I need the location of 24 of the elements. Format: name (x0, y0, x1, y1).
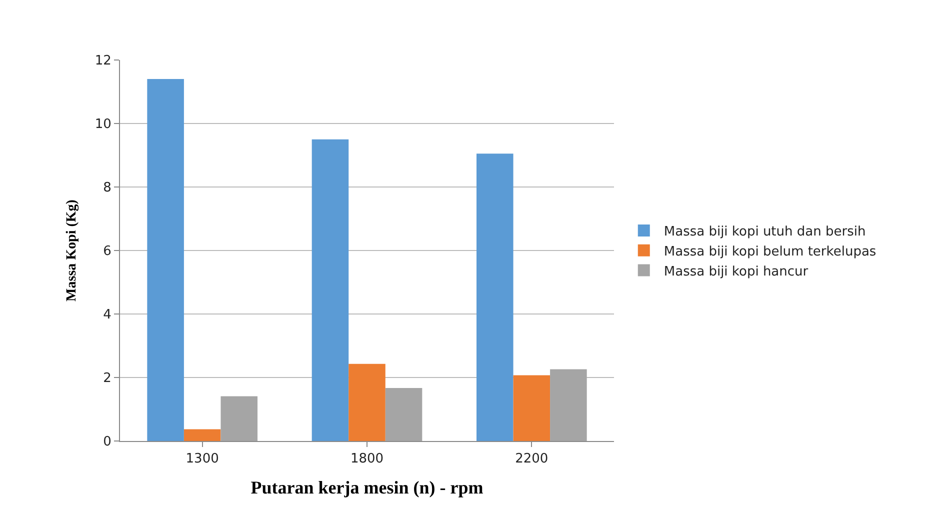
y-tick-label: 0 (103, 434, 112, 450)
bar (476, 154, 514, 441)
x-tick-label: 2200 (515, 452, 548, 467)
y-tick-label: 8 (103, 180, 112, 196)
y-tick-label: 6 (103, 244, 112, 260)
y-axis-title: Massa Kopi (Kg) (64, 199, 80, 302)
legend-label: Massa biji kopi utuh dan bersih (664, 224, 866, 240)
bar (147, 79, 184, 441)
x-tick-label: 1800 (350, 452, 384, 467)
x-axis-title: Putaran kerja mesin (n) - rpm (250, 478, 484, 498)
bar (348, 364, 386, 441)
legend-label: Massa biji kopi hancur (664, 264, 809, 280)
y-tick-label: 4 (103, 308, 112, 323)
legend-label: Massa biji kopi belum terkelupas (664, 244, 876, 260)
bar (385, 388, 422, 441)
y-tick-label: 12 (94, 54, 112, 69)
bar (513, 375, 550, 441)
x-tick-label: 1300 (186, 452, 219, 467)
bar (550, 369, 587, 441)
bar (184, 429, 221, 441)
bar (312, 139, 349, 441)
y-tick-label: 2 (103, 371, 112, 386)
bar (220, 396, 258, 441)
y-tick-label: 10 (94, 117, 112, 132)
